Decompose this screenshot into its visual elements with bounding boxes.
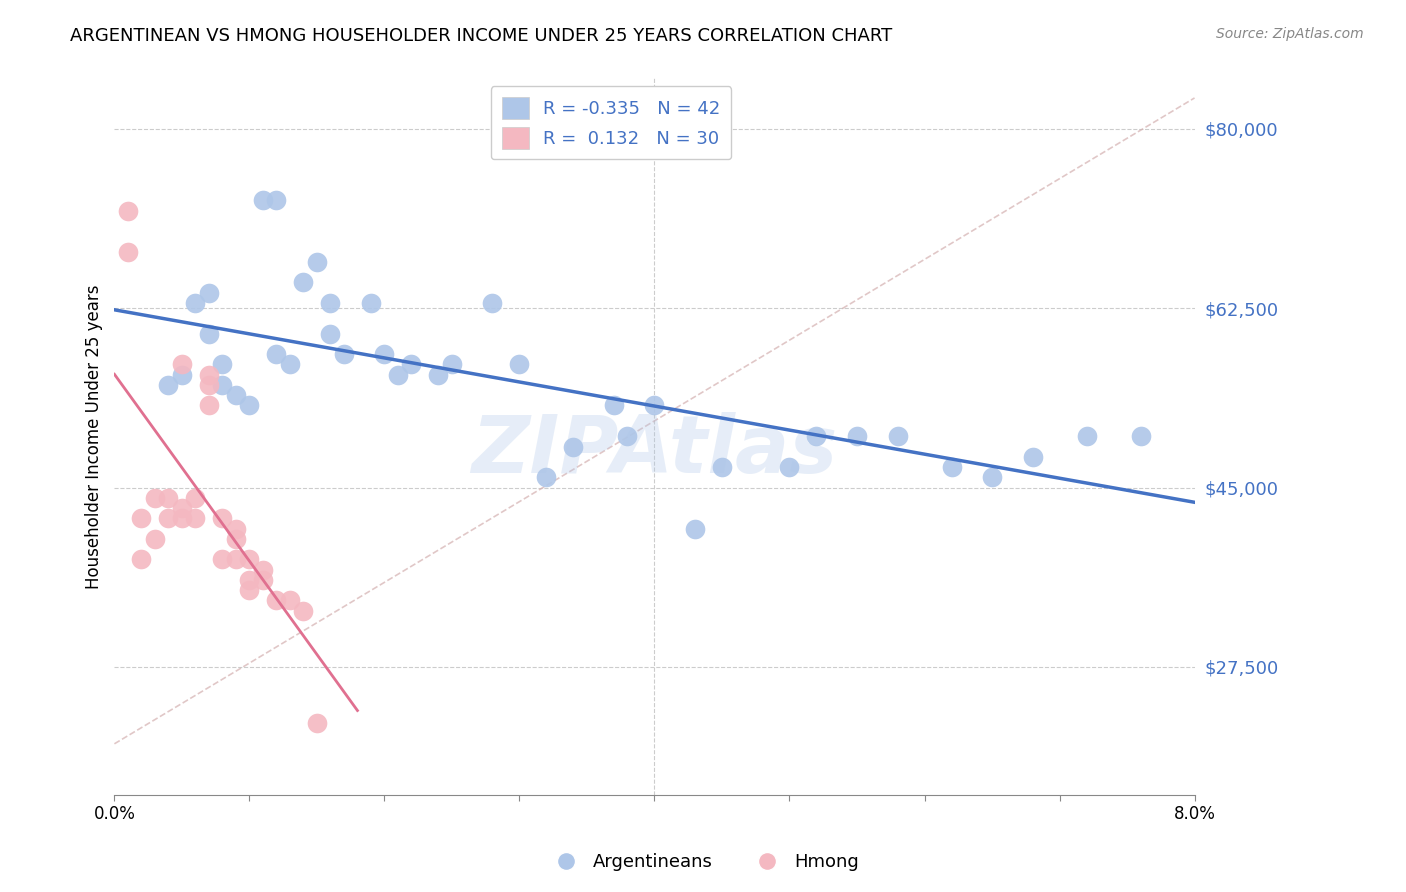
- Point: [211, 511, 233, 525]
- Point: [266, 194, 288, 208]
- Point: [603, 399, 626, 413]
- Point: [198, 368, 221, 382]
- Point: [198, 285, 221, 300]
- Point: [427, 368, 450, 382]
- Point: [157, 511, 180, 525]
- Point: [1021, 450, 1043, 464]
- Point: [184, 296, 207, 310]
- Point: [387, 368, 409, 382]
- Point: [211, 378, 233, 392]
- Point: [117, 203, 139, 218]
- Point: [683, 522, 706, 536]
- Point: [157, 491, 180, 505]
- Point: [278, 593, 301, 607]
- Point: [360, 296, 382, 310]
- Point: [481, 296, 503, 310]
- Point: [266, 347, 288, 361]
- Point: [252, 573, 274, 587]
- Point: [846, 429, 869, 443]
- Point: [117, 244, 139, 259]
- Point: [198, 378, 221, 392]
- Point: [198, 326, 221, 341]
- Point: [292, 603, 315, 617]
- Point: [252, 562, 274, 576]
- Legend: Argentineans, Hmong: Argentineans, Hmong: [540, 847, 866, 879]
- Point: [238, 552, 260, 566]
- Point: [278, 358, 301, 372]
- Point: [184, 511, 207, 525]
- Point: [198, 399, 221, 413]
- Point: [981, 470, 1004, 484]
- Point: [157, 378, 180, 392]
- Point: [711, 460, 734, 475]
- Point: [1076, 429, 1098, 443]
- Point: [779, 460, 801, 475]
- Point: [238, 582, 260, 597]
- Point: [616, 429, 638, 443]
- Point: [143, 532, 166, 546]
- Text: ZIPAtlas: ZIPAtlas: [471, 411, 838, 490]
- Point: [184, 491, 207, 505]
- Point: [319, 296, 342, 310]
- Point: [508, 358, 530, 372]
- Point: [170, 511, 193, 525]
- Point: [440, 358, 463, 372]
- Point: [170, 368, 193, 382]
- Point: [131, 552, 153, 566]
- Point: [806, 429, 828, 443]
- Point: [401, 358, 423, 372]
- Point: [536, 470, 558, 484]
- Point: [238, 573, 260, 587]
- Point: [131, 511, 153, 525]
- Point: [266, 593, 288, 607]
- Point: [170, 358, 193, 372]
- Point: [211, 552, 233, 566]
- Point: [211, 358, 233, 372]
- Legend: R = -0.335   N = 42, R =  0.132   N = 30: R = -0.335 N = 42, R = 0.132 N = 30: [491, 87, 731, 160]
- Y-axis label: Householder Income Under 25 years: Householder Income Under 25 years: [86, 284, 103, 589]
- Point: [170, 501, 193, 516]
- Point: [225, 388, 247, 402]
- Point: [225, 532, 247, 546]
- Point: [143, 491, 166, 505]
- Point: [225, 552, 247, 566]
- Point: [238, 399, 260, 413]
- Point: [643, 399, 665, 413]
- Point: [562, 440, 585, 454]
- Point: [319, 326, 342, 341]
- Point: [373, 347, 395, 361]
- Point: [252, 194, 274, 208]
- Point: [225, 522, 247, 536]
- Point: [886, 429, 908, 443]
- Point: [1129, 429, 1152, 443]
- Point: [292, 276, 315, 290]
- Point: [305, 716, 328, 731]
- Point: [941, 460, 963, 475]
- Point: [333, 347, 356, 361]
- Point: [305, 255, 328, 269]
- Text: Source: ZipAtlas.com: Source: ZipAtlas.com: [1216, 27, 1364, 41]
- Text: ARGENTINEAN VS HMONG HOUSEHOLDER INCOME UNDER 25 YEARS CORRELATION CHART: ARGENTINEAN VS HMONG HOUSEHOLDER INCOME …: [70, 27, 893, 45]
